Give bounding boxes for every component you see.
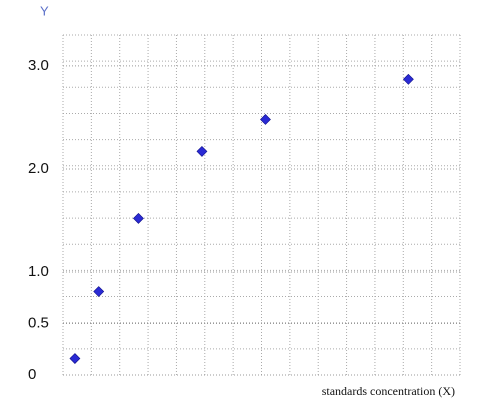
data-point — [93, 286, 105, 297]
x-axis-label: standards concentration (X) — [322, 384, 455, 398]
data-point — [69, 353, 81, 364]
data-point — [196, 145, 208, 157]
y-tick-label: 3.0 — [28, 57, 49, 74]
y-tick-label: 0.5 — [28, 314, 49, 331]
y-tick-label: 0 — [28, 366, 36, 383]
y-tick-label: 2.0 — [28, 160, 49, 177]
data-point — [260, 114, 271, 125]
data-point — [133, 212, 144, 224]
y-axis-label: Y — [40, 3, 49, 18]
y-tick-label: 1.0 — [28, 263, 49, 280]
data-point — [402, 73, 414, 85]
